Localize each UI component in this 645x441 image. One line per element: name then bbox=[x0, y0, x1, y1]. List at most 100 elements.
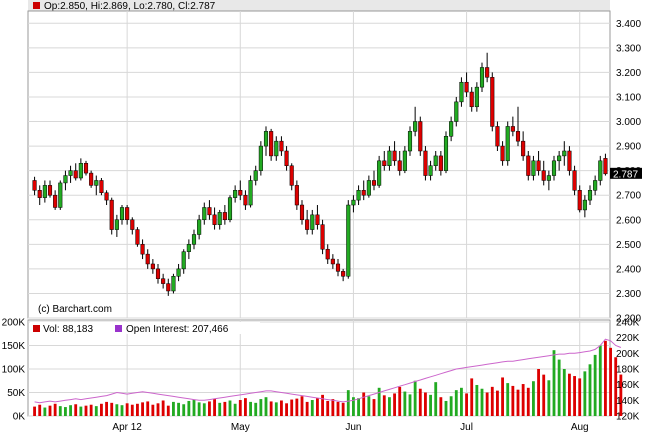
volume-bar bbox=[162, 400, 165, 416]
candle-body bbox=[568, 151, 572, 171]
volume-bar bbox=[517, 390, 520, 416]
oi-legend-marker bbox=[115, 325, 122, 332]
candle-body bbox=[490, 77, 494, 126]
volume-bar bbox=[249, 402, 252, 416]
oi-tick-label: 140K bbox=[616, 396, 640, 407]
volume-bar bbox=[177, 403, 180, 416]
volume-bar bbox=[419, 389, 422, 416]
volume-bar bbox=[445, 401, 448, 416]
candle bbox=[321, 220, 325, 254]
volume-bar bbox=[59, 406, 62, 416]
volume-bar bbox=[85, 406, 88, 416]
volume-bar bbox=[583, 371, 586, 416]
candle-body bbox=[346, 205, 350, 276]
volume-bar bbox=[54, 404, 57, 416]
volume-bar bbox=[388, 397, 391, 416]
volume-bar bbox=[589, 364, 592, 416]
candle-body bbox=[316, 215, 320, 225]
price-tick-label: 2.300 bbox=[616, 289, 641, 300]
candle-body bbox=[300, 205, 304, 220]
volume-bar bbox=[331, 399, 334, 416]
candle-body bbox=[424, 151, 428, 176]
volume-bar bbox=[337, 402, 340, 416]
candle-body bbox=[208, 207, 212, 214]
volume-bar bbox=[187, 401, 190, 416]
candle-body bbox=[372, 180, 376, 185]
candle bbox=[84, 161, 88, 176]
volume-bar bbox=[259, 399, 262, 416]
candle-body bbox=[557, 156, 561, 161]
candle-body bbox=[598, 161, 602, 181]
candle-body bbox=[69, 171, 73, 176]
volume-bar bbox=[208, 401, 211, 416]
volume-bar bbox=[95, 406, 98, 416]
volume-bar bbox=[501, 377, 504, 416]
volume-y-axis: 0K50K100K150K200K bbox=[2, 318, 26, 423]
candle-body bbox=[120, 207, 124, 219]
volume-bar bbox=[439, 397, 442, 416]
candle-body bbox=[141, 244, 145, 254]
volume-bar bbox=[409, 394, 412, 416]
candle-body bbox=[429, 166, 433, 176]
ohlc-label: Op:2.850, Hi:2.869, Lo:2.780, Cl:2.787 bbox=[44, 1, 216, 12]
candle-body bbox=[213, 215, 217, 225]
volume-bar bbox=[455, 390, 458, 416]
candle-body bbox=[444, 136, 448, 170]
volume-bar bbox=[496, 391, 499, 416]
candle bbox=[89, 171, 93, 188]
volume-bar bbox=[290, 400, 293, 416]
price-tick-label: 3.200 bbox=[616, 68, 641, 79]
candle-body bbox=[100, 180, 104, 192]
volume-bar bbox=[434, 382, 437, 416]
volume-bar bbox=[121, 405, 124, 416]
vol-legend-marker bbox=[33, 325, 40, 332]
candle-body bbox=[177, 269, 181, 276]
candle-body bbox=[532, 161, 536, 176]
candle bbox=[506, 122, 510, 166]
candle-body bbox=[218, 212, 222, 224]
last-price-value: 2.787 bbox=[613, 169, 638, 180]
candle-body bbox=[449, 122, 453, 137]
candle-body bbox=[336, 264, 340, 271]
candle bbox=[249, 176, 253, 208]
candle-body bbox=[398, 161, 402, 171]
candle-body bbox=[460, 82, 464, 102]
volume-bar bbox=[568, 374, 571, 416]
candle-body bbox=[367, 180, 371, 195]
candle-body bbox=[53, 195, 57, 207]
candle-body bbox=[84, 163, 88, 173]
volume-bar bbox=[301, 396, 304, 416]
volume-bar bbox=[542, 375, 545, 416]
volume-bar bbox=[486, 393, 489, 417]
candle-body bbox=[331, 259, 335, 264]
volume-bar bbox=[213, 399, 216, 416]
candle-body bbox=[269, 131, 273, 156]
candle-body bbox=[228, 198, 232, 220]
last-price-tag: 2.787 bbox=[610, 168, 642, 181]
candle-body bbox=[485, 67, 489, 77]
volume-bar bbox=[167, 406, 170, 416]
oi-tick-label: 180K bbox=[616, 365, 640, 376]
candle-body bbox=[33, 180, 37, 190]
candle-body bbox=[321, 225, 325, 250]
volume-bar bbox=[532, 381, 535, 416]
candle-body bbox=[506, 126, 510, 160]
candle-body bbox=[434, 156, 438, 166]
price-tick-label: 2.700 bbox=[616, 191, 641, 202]
volume-bar bbox=[398, 387, 401, 416]
volume-bar bbox=[563, 369, 566, 416]
watermark: (c) Barchart.com bbox=[38, 304, 112, 315]
candle-body bbox=[542, 171, 546, 181]
candle-body bbox=[172, 276, 176, 291]
candle-body bbox=[202, 207, 206, 219]
volume-bar bbox=[131, 405, 134, 416]
volume-bar bbox=[578, 378, 581, 416]
volume-bar bbox=[527, 388, 530, 416]
volume-bar bbox=[367, 396, 370, 416]
candle-body bbox=[197, 220, 201, 235]
price-panel bbox=[28, 11, 610, 318]
volume-bar bbox=[326, 401, 329, 416]
price-tick-label: 2.900 bbox=[616, 142, 641, 153]
volume-bar bbox=[79, 407, 82, 416]
candle-body bbox=[537, 161, 541, 171]
